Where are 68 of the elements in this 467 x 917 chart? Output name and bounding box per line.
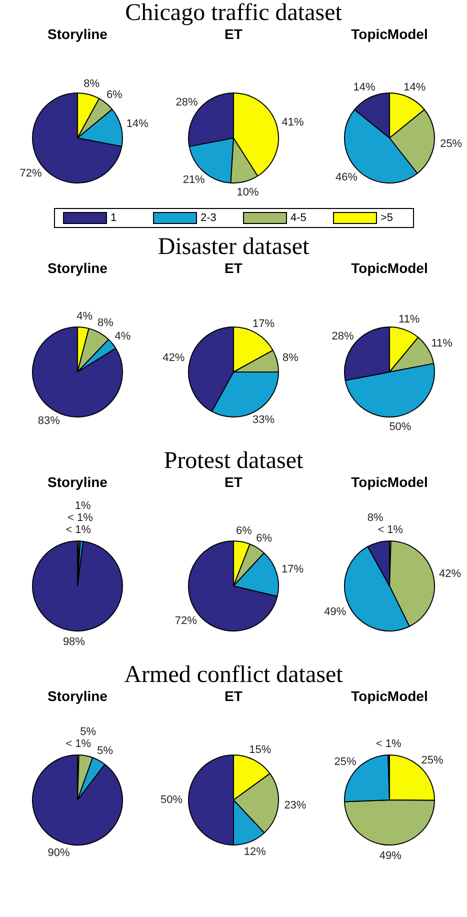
chart-title: Chicago traffic dataset xyxy=(124,0,343,26)
chart-subtitle: TopicModel xyxy=(350,26,429,42)
legend-label: >5 xyxy=(380,212,394,224)
data-label: 6% xyxy=(256,532,272,545)
data-label: 1% xyxy=(74,500,91,512)
data-label: 12% xyxy=(244,846,266,858)
data-label: < 1% xyxy=(66,524,92,536)
data-label: 23% xyxy=(284,799,306,812)
legend-label: 1 xyxy=(110,212,118,224)
chart-title: Protest dataset xyxy=(162,448,304,474)
data-label: 8% xyxy=(84,78,100,90)
data-label: 33% xyxy=(252,414,275,426)
chart-subtitle: TopicModel xyxy=(350,260,429,276)
legend-label: 4-5 xyxy=(290,212,308,224)
legend-label: 2-3 xyxy=(200,212,218,224)
data-label: 5% xyxy=(80,726,96,738)
chart-subtitle: Storyline xyxy=(46,688,108,704)
data-label: 6% xyxy=(106,88,123,101)
data-label: < 1% xyxy=(378,524,404,536)
data-label: 49% xyxy=(324,606,346,618)
data-label: 42% xyxy=(438,568,462,580)
data-label: 17% xyxy=(282,564,304,576)
chart-subtitle: Storyline xyxy=(46,474,108,490)
data-label: 14% xyxy=(353,81,376,94)
data-label: 11% xyxy=(398,313,420,326)
chart-subtitle: TopicModel xyxy=(350,474,429,490)
data-label: < 1% xyxy=(67,512,94,524)
data-label: 25% xyxy=(421,754,444,767)
data-label: 6% xyxy=(236,525,252,538)
data-label: 21% xyxy=(182,174,206,186)
data-label: 4% xyxy=(76,310,93,322)
data-label: 15% xyxy=(249,744,272,756)
data-label: 83% xyxy=(38,414,60,427)
data-label: 90% xyxy=(48,847,70,860)
data-label: 8% xyxy=(282,352,299,364)
chart-subtitle: TopicModel xyxy=(350,688,429,704)
chart-title: Armed conflict dataset xyxy=(123,662,344,688)
data-label: < 1% xyxy=(66,738,92,750)
data-label: 28% xyxy=(332,330,354,342)
data-label: < 1% xyxy=(376,738,402,750)
chart-subtitle: ET xyxy=(224,474,244,490)
data-label: 17% xyxy=(252,318,275,330)
chart-subtitle: Storyline xyxy=(46,26,108,42)
data-label: 41% xyxy=(282,116,304,128)
data-label: 5% xyxy=(97,744,114,757)
data-label: 46% xyxy=(336,171,358,184)
data-label: 14% xyxy=(404,81,426,94)
chart-subtitle: ET xyxy=(224,688,244,704)
data-label: 8% xyxy=(367,512,384,524)
data-label: 50% xyxy=(389,421,412,434)
data-label: 72% xyxy=(20,168,42,180)
data-label: 14% xyxy=(126,118,149,130)
data-label: 25% xyxy=(440,138,462,150)
data-label: 25% xyxy=(334,756,357,768)
data-label: 98% xyxy=(62,636,86,648)
data-label: 28% xyxy=(176,96,198,108)
chart-subtitle: ET xyxy=(224,26,244,42)
data-label: 50% xyxy=(160,794,183,806)
data-label: 42% xyxy=(162,352,185,364)
chart-subtitle: ET xyxy=(224,260,244,276)
data-label: 8% xyxy=(97,317,114,330)
data-label: 49% xyxy=(379,850,402,862)
data-label: 11% xyxy=(431,338,453,350)
chart-title: Disaster dataset xyxy=(156,234,310,260)
data-label: 72% xyxy=(174,614,198,627)
chart-subtitle: Storyline xyxy=(46,260,108,276)
data-label: 4% xyxy=(114,330,131,343)
data-label: 10% xyxy=(236,186,260,198)
